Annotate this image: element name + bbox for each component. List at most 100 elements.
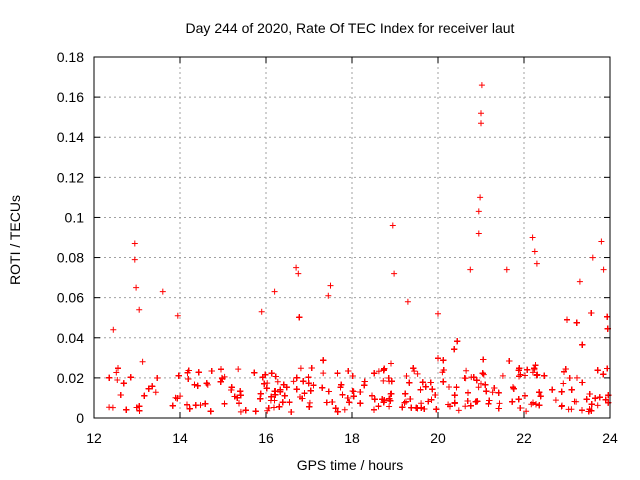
grid-lines [94,57,610,418]
data-point [467,266,474,273]
data-point [475,208,482,215]
data-point [338,381,345,388]
y-axis-label: ROTI / TECUs [7,195,23,285]
data-point [429,386,436,393]
data-point [516,373,522,380]
data-point [136,403,143,410]
data-point [588,401,595,408]
data-point [277,388,284,395]
data-point [268,393,275,400]
data-point [480,371,487,378]
data-point [310,382,317,389]
data-point [600,371,607,378]
data-point [440,378,447,385]
data-point [506,358,513,364]
data-point [295,270,302,277]
data-point [327,282,334,289]
data-point [207,408,214,415]
y-tick-label: 0.02 [57,370,84,386]
data-point [534,371,541,378]
y-tick-label: 0.1 [65,209,85,225]
data-point [337,384,344,391]
data-point [117,392,124,398]
data-point [279,399,286,406]
data-point [419,379,426,386]
data-point [319,384,326,391]
data-point [576,278,583,285]
data-point [145,385,152,392]
data-point [120,380,127,387]
axis-ticks: 0 0.02 0.04 0.06 0.08 0.1 0.12 0.14 0.16 0.18 12 14… [57,49,618,446]
data-point [579,341,586,348]
data-point [399,404,406,411]
data-point [558,403,565,410]
data-point [446,384,452,390]
data-point [421,406,428,412]
data-point [530,399,536,406]
data-point [480,356,487,363]
data-point [264,407,271,414]
data-point [307,387,314,394]
data-point [131,240,138,247]
data-point [271,404,277,411]
data-point [106,404,113,411]
data-point [499,372,506,379]
data-point [127,374,134,381]
data-point [510,384,516,391]
data-point [573,319,580,326]
data-point [174,312,181,319]
data-point [174,395,181,402]
data-point [293,264,300,271]
data-point [381,397,388,404]
data-point [417,386,424,393]
data-point [300,378,307,385]
data-point [346,399,353,406]
data-point [403,373,410,379]
data-point [154,375,161,381]
data-point [422,383,429,390]
data-point [123,406,130,413]
data-point [380,377,387,384]
x-tick-label: 22 [516,430,532,446]
data-point [149,383,156,390]
y-tick-label: 0.08 [57,250,84,266]
chart-title: Day 244 of 2020, Rate Of TEC Index for r… [186,20,515,36]
data-point [306,403,313,410]
data-point [195,369,202,376]
data-point [541,372,548,379]
data-point [433,406,440,413]
data-point [237,408,244,415]
data-point [478,110,484,117]
data-point [536,402,543,409]
data-point [208,368,215,374]
data-point [389,222,396,229]
data-point [408,404,415,411]
data-point [560,380,567,387]
y-tick-label: 0.04 [57,330,84,346]
data-point [341,406,348,413]
data-point [219,375,226,382]
data-point [283,384,290,391]
data-point [388,390,395,397]
data-point [305,380,312,387]
data-point [588,310,595,316]
data-point [594,367,601,374]
data-point [251,369,258,376]
data-point [329,399,336,405]
data-point [349,388,356,394]
data-points [106,82,612,415]
data-point [323,399,330,406]
data-point [320,357,327,364]
data-point [447,403,453,410]
data-point [479,370,486,377]
data-point [276,403,283,410]
data-point [404,298,411,305]
data-point [114,377,121,383]
data-point [297,365,304,372]
data-point [325,292,332,299]
data-point [523,408,530,415]
data-point [440,357,447,364]
data-point [301,390,308,397]
y-tick-label: 0.16 [57,89,84,105]
